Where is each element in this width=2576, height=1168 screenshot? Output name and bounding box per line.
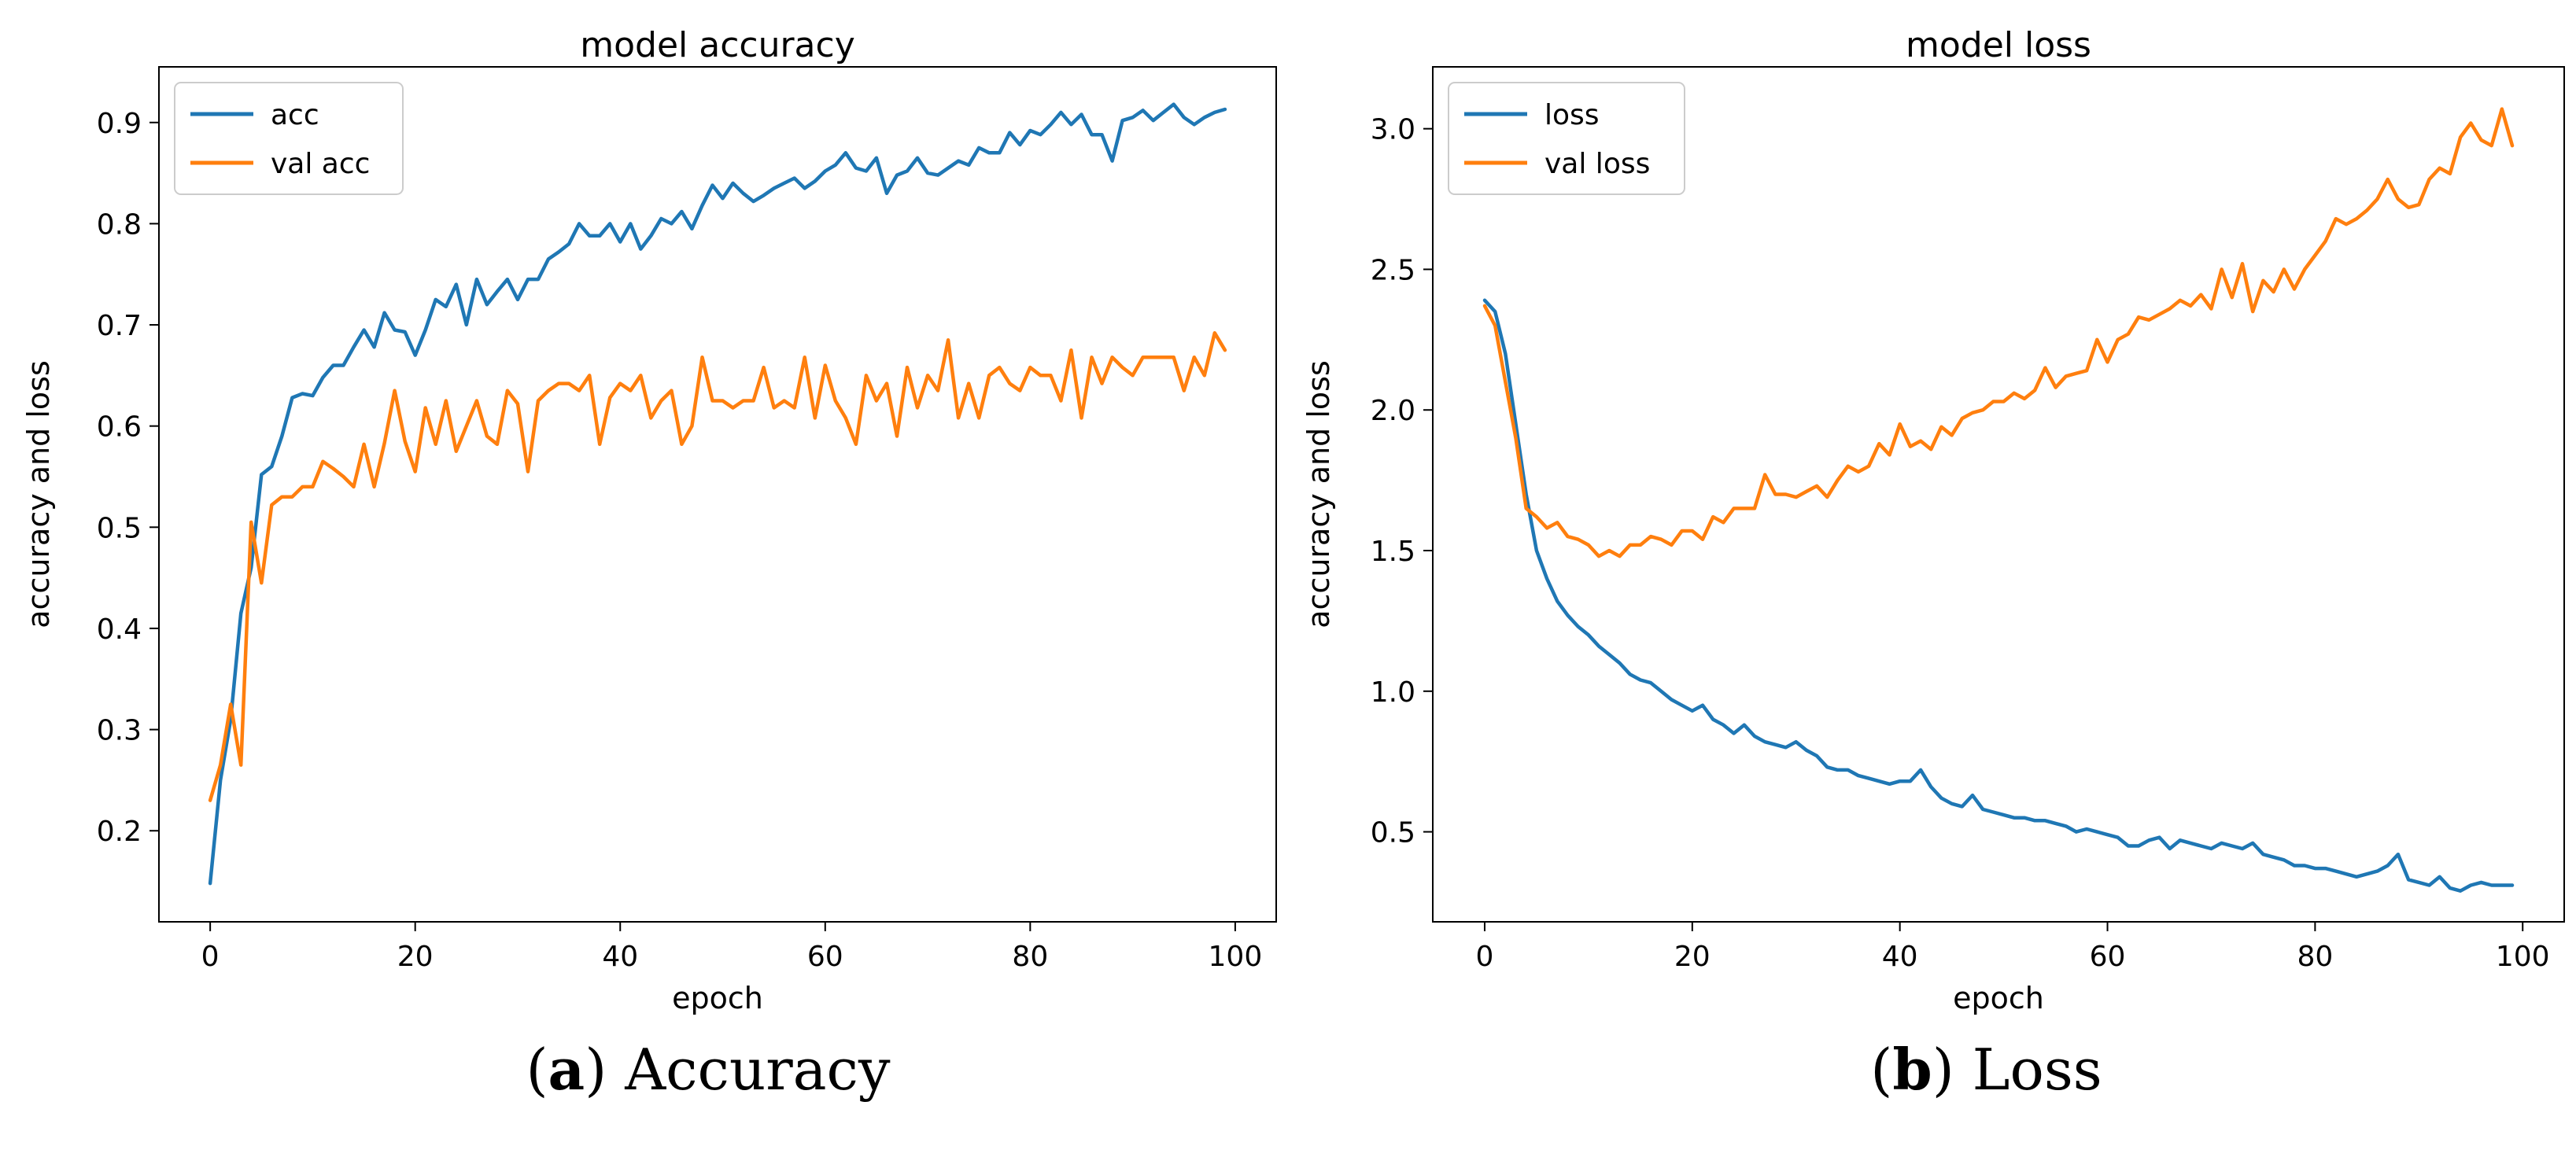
legend-label: val acc	[271, 148, 370, 180]
legend-box	[1448, 82, 1685, 195]
y-axis-label: accuracy and loss	[1301, 360, 1336, 628]
legend-label: acc	[271, 99, 319, 131]
y-axis-label: accuracy and loss	[21, 360, 56, 628]
plot-frame	[1432, 66, 2565, 923]
series-line-loss	[1482, 298, 2515, 893]
y-tick-label: 1.5	[1371, 536, 1415, 568]
x-tick-label: 100	[2496, 941, 2550, 973]
loss-chart: model loss 0 20 40 60 80 100 0.5 1.0 1.5 2.0 2.5 3.0…	[1301, 25, 2565, 1015]
y-tick-label: 1.0	[1371, 676, 1415, 709]
y-tick-label: 0.8	[97, 208, 142, 241]
y-tick-label: 3.0	[1371, 114, 1415, 146]
x-axis-label: epoch	[672, 981, 763, 1015]
y-tick-label: 0.5	[1371, 817, 1415, 849]
x-axis-label: epoch	[1953, 981, 2044, 1015]
series-line-acc	[208, 102, 1227, 886]
legend-box	[174, 82, 404, 195]
caption-text: Loss	[1972, 1037, 2102, 1103]
chart-title: model loss	[1906, 25, 2091, 65]
x-tick-label: 60	[2090, 941, 2126, 973]
legend-label: loss	[1544, 99, 1600, 131]
x-tick-label: 40	[1882, 941, 1918, 973]
caption-accuracy: (a) Accuracy	[526, 1036, 891, 1103]
y-tick-label: 2.5	[1371, 254, 1415, 286]
y-tick-label: 0.5	[97, 512, 142, 544]
series-line-val-loss	[1482, 107, 2515, 558]
x-tick-label: 80	[2297, 941, 2333, 973]
y-tick-label: 0.9	[97, 108, 142, 140]
x-tick-label: 20	[397, 941, 434, 973]
x-tick-label: 80	[1012, 941, 1048, 973]
x-tick-label: 0	[1476, 941, 1494, 973]
caption-loss: (b) Loss	[1870, 1036, 2102, 1103]
x-tick-label: 100	[1209, 941, 1263, 973]
y-tick-label: 0.3	[97, 715, 142, 747]
caption-text: Accuracy	[625, 1037, 891, 1103]
series-line-val-acc	[208, 331, 1227, 802]
legend-label: val loss	[1544, 148, 1650, 180]
plot-frame	[158, 66, 1277, 923]
chart-title: model accuracy	[580, 25, 855, 65]
x-tick-label: 20	[1674, 941, 1711, 973]
caption-label: b	[1892, 1036, 1932, 1103]
y-tick-label: 0.7	[97, 310, 142, 342]
x-tick-label: 0	[201, 941, 220, 973]
y-tick-label: 2.0	[1371, 395, 1415, 427]
y-tick-label: 0.4	[97, 613, 142, 646]
y-tick-label: 0.2	[97, 816, 142, 848]
x-tick-label: 40	[602, 941, 638, 973]
y-tick-label: 0.6	[97, 411, 142, 444]
accuracy-chart: model accuracy 0 20 40 60 80 100 0.2 0.3 0.4 0.5 0.…	[21, 25, 1277, 1015]
caption-label: a	[548, 1036, 585, 1103]
x-tick-label: 60	[807, 941, 843, 973]
